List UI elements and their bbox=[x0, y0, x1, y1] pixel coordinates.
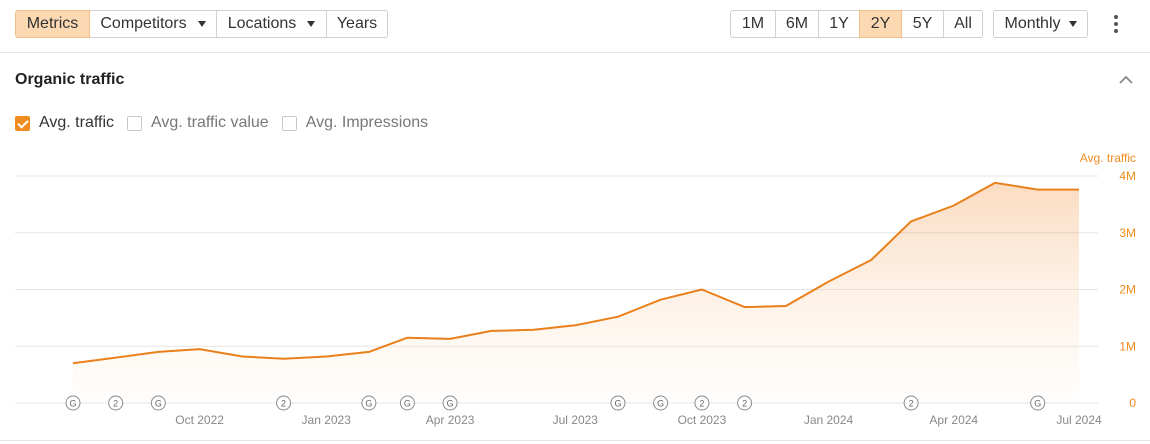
x-tick-label: Jul 2024 bbox=[1056, 413, 1102, 427]
update-marker-icon bbox=[399, 395, 415, 411]
range-6m-button[interactable]: 6M bbox=[775, 10, 819, 38]
range-selector: 1M 6M 1Y 2Y 5Y All bbox=[730, 10, 983, 38]
update-marker-label: 2 bbox=[742, 399, 747, 409]
x-tick-label: Jan 2024 bbox=[804, 413, 854, 427]
view-tabs: Metrics Competitors Locations Years bbox=[15, 10, 388, 38]
update-marker-label: 2 bbox=[909, 399, 914, 409]
legend-avg-impressions[interactable]: Avg. Impressions bbox=[281, 114, 429, 132]
y-tick-label: 0 bbox=[1129, 396, 1136, 410]
legend-avg-impressions-label: Avg. Impressions bbox=[305, 114, 429, 131]
update-marker-icon bbox=[108, 395, 124, 411]
update-marker-label: G bbox=[404, 399, 411, 409]
organic-traffic-chart: G 2 G 2 G G G G G 2 2 2 G Avg. traffic 0 1M 2M 3M 4M Oct 2… bbox=[15, 151, 1136, 427]
update-marker-label: G bbox=[365, 399, 372, 409]
caret-down-icon bbox=[1068, 21, 1077, 27]
update-marker-label: G bbox=[614, 399, 621, 409]
y-axis-title: Avg. traffic bbox=[1080, 151, 1136, 165]
y-tick-label: 3M bbox=[1119, 226, 1136, 240]
range-2y-label: 2Y bbox=[870, 15, 891, 32]
legend-avg-traffic-value[interactable]: Avg. traffic value bbox=[127, 114, 269, 132]
chevron-up-icon[interactable] bbox=[1117, 72, 1135, 86]
caret-down-icon bbox=[197, 21, 206, 27]
range-1m-button[interactable]: 1M bbox=[730, 10, 776, 38]
range-1y-label: 1Y bbox=[829, 15, 849, 32]
checkbox-unchecked-icon[interactable] bbox=[127, 115, 142, 131]
range-all-button[interactable]: All bbox=[943, 10, 983, 38]
x-tick-label: Jul 2023 bbox=[553, 413, 599, 427]
update-marker-label: G bbox=[657, 399, 664, 409]
y-tick-label: 2M bbox=[1119, 283, 1136, 297]
update-marker-icon bbox=[1030, 395, 1046, 411]
update-marker-icon bbox=[65, 395, 81, 411]
chart-legend: Avg. traffic Avg. traffic value Avg. Imp… bbox=[15, 114, 441, 132]
update-marker-icon bbox=[694, 395, 710, 411]
granularity-dropdown[interactable]: Monthly bbox=[993, 10, 1088, 38]
range-1y-button[interactable]: 1Y bbox=[818, 10, 860, 38]
tab-metrics-label: Metrics bbox=[26, 15, 79, 32]
granularity-control: Monthly bbox=[993, 10, 1088, 38]
update-marker-icon bbox=[276, 395, 292, 411]
series-area bbox=[73, 182, 1079, 403]
legend-avg-traffic-label: Avg. traffic bbox=[39, 114, 114, 131]
x-tick-label: Apr 2024 bbox=[929, 413, 978, 427]
tab-locations[interactable]: Locations bbox=[216, 10, 327, 38]
granularity-label: Monthly bbox=[1004, 15, 1061, 32]
update-marker-icon bbox=[903, 395, 919, 411]
x-tick-label: Oct 2023 bbox=[678, 413, 727, 427]
toolbar: Metrics Competitors Locations Years 1M 6… bbox=[0, 0, 1150, 53]
checkbox-checked-icon[interactable] bbox=[15, 115, 30, 131]
chart-bottom-divider bbox=[0, 440, 1150, 441]
update-marker-icon bbox=[610, 395, 626, 411]
y-tick-label: 1M bbox=[1119, 339, 1136, 353]
series-line bbox=[72, 181, 1079, 365]
tab-competitors[interactable]: Competitors bbox=[89, 10, 217, 38]
update-marker-label: 2 bbox=[699, 399, 704, 409]
update-marker-label: 2 bbox=[281, 399, 286, 409]
update-marker-label: G bbox=[1034, 399, 1041, 409]
update-marker-label: G bbox=[447, 399, 454, 409]
tab-years-label: Years bbox=[336, 15, 378, 32]
update-marker-label: 2 bbox=[113, 399, 118, 409]
update-marker-icon bbox=[737, 395, 753, 411]
x-tick-label: Oct 2022 bbox=[175, 413, 224, 427]
range-all-label: All bbox=[954, 15, 972, 32]
legend-avg-traffic-value-label: Avg. traffic value bbox=[151, 114, 269, 131]
checkbox-unchecked-icon[interactable] bbox=[281, 115, 297, 131]
update-marker-icon bbox=[361, 395, 377, 411]
update-marker-label: G bbox=[69, 399, 76, 409]
caret-down-icon bbox=[307, 21, 316, 27]
tab-competitors-label: Competitors bbox=[100, 15, 187, 32]
range-5y-button[interactable]: 5Y bbox=[901, 10, 944, 38]
section-title: Organic traffic bbox=[15, 71, 125, 88]
tab-metrics[interactable]: Metrics bbox=[15, 10, 90, 38]
x-tick-label: Jan 2023 bbox=[302, 413, 352, 427]
y-tick-label: 4M bbox=[1119, 169, 1136, 183]
range-5y-label: 5Y bbox=[912, 15, 933, 32]
update-marker-icon bbox=[150, 395, 166, 411]
update-marker-label: G bbox=[155, 399, 162, 409]
x-tick-label: Apr 2023 bbox=[426, 413, 475, 427]
update-marker-icon bbox=[442, 395, 458, 411]
kebab-menu-icon[interactable] bbox=[1108, 12, 1124, 36]
range-2y-button[interactable]: 2Y bbox=[859, 10, 902, 38]
legend-avg-traffic[interactable]: Avg. traffic bbox=[15, 114, 114, 132]
tab-locations-label: Locations bbox=[227, 15, 297, 32]
tab-years[interactable]: Years bbox=[326, 10, 388, 38]
range-6m-label: 6M bbox=[785, 15, 809, 32]
update-marker-icon bbox=[653, 395, 669, 411]
range-1m-label: 1M bbox=[741, 15, 765, 32]
